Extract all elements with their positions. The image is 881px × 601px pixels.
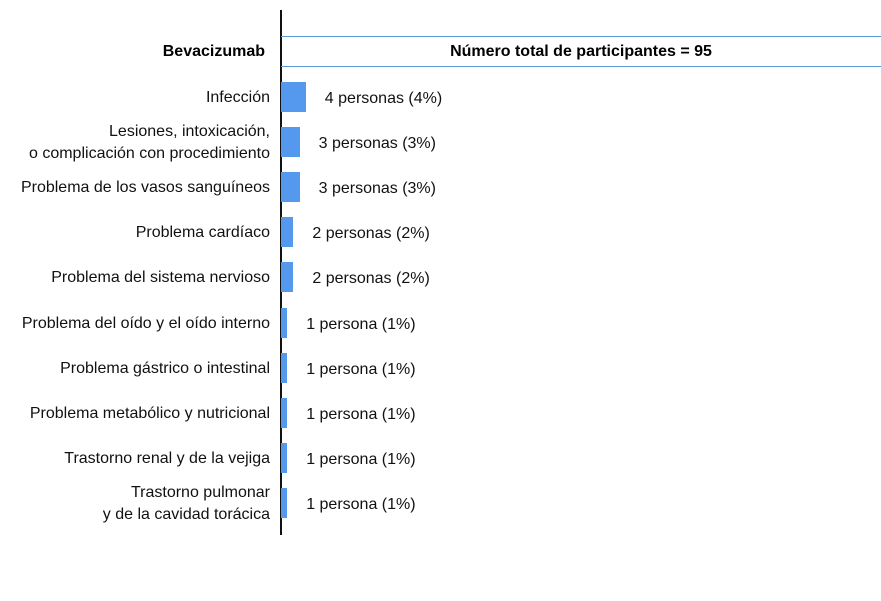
category-label: Infección bbox=[205, 89, 270, 106]
bar bbox=[281, 442, 288, 473]
category-label: Trastorno renal y de la vejiga bbox=[64, 449, 270, 467]
bar bbox=[281, 82, 306, 112]
category-label: Lesiones, intoxicación, o complicación c… bbox=[28, 123, 270, 163]
value-label: 1 persona (1%) bbox=[306, 450, 416, 468]
category-label: Problema del sistema nervioso bbox=[51, 269, 270, 287]
category-label: Problema metabólico y nutricional bbox=[29, 404, 270, 422]
category-label: Trastorno pulmonar y de la cavidad torác… bbox=[102, 483, 270, 523]
value-label: 1 persona (1%) bbox=[306, 495, 416, 513]
value-label: 1 persona (1%) bbox=[306, 360, 416, 378]
bar bbox=[281, 487, 288, 518]
bar bbox=[281, 217, 294, 248]
bar bbox=[281, 262, 294, 293]
value-label: 2 personas (2%) bbox=[312, 225, 430, 243]
chart-title: Bevacizumab bbox=[162, 43, 265, 60]
value-label: 3 personas (3%) bbox=[318, 135, 436, 153]
category-label: Problema del oído y el oído interno bbox=[21, 314, 270, 332]
value-label: 2 personas (2%) bbox=[312, 270, 430, 288]
bar bbox=[281, 352, 288, 383]
value-label: 1 persona (1%) bbox=[306, 405, 416, 423]
header-rule bbox=[281, 66, 881, 67]
category-label: Problema gástrico o intestinal bbox=[60, 359, 270, 377]
category-label: Problema de los vasos sanguíneos bbox=[20, 179, 270, 197]
bar bbox=[281, 307, 288, 338]
header-rule bbox=[281, 36, 881, 37]
bar bbox=[281, 127, 300, 158]
bar bbox=[281, 397, 288, 428]
bar bbox=[281, 172, 300, 203]
chart-subtitle: Número total de participantes = 95 bbox=[450, 43, 712, 60]
value-label: 3 personas (3%) bbox=[318, 180, 436, 198]
value-label: 1 persona (1%) bbox=[306, 315, 416, 333]
category-label: Problema cardíaco bbox=[135, 224, 270, 242]
value-label: 4 personas (4%) bbox=[324, 90, 443, 107]
axis-line bbox=[280, 10, 282, 535]
